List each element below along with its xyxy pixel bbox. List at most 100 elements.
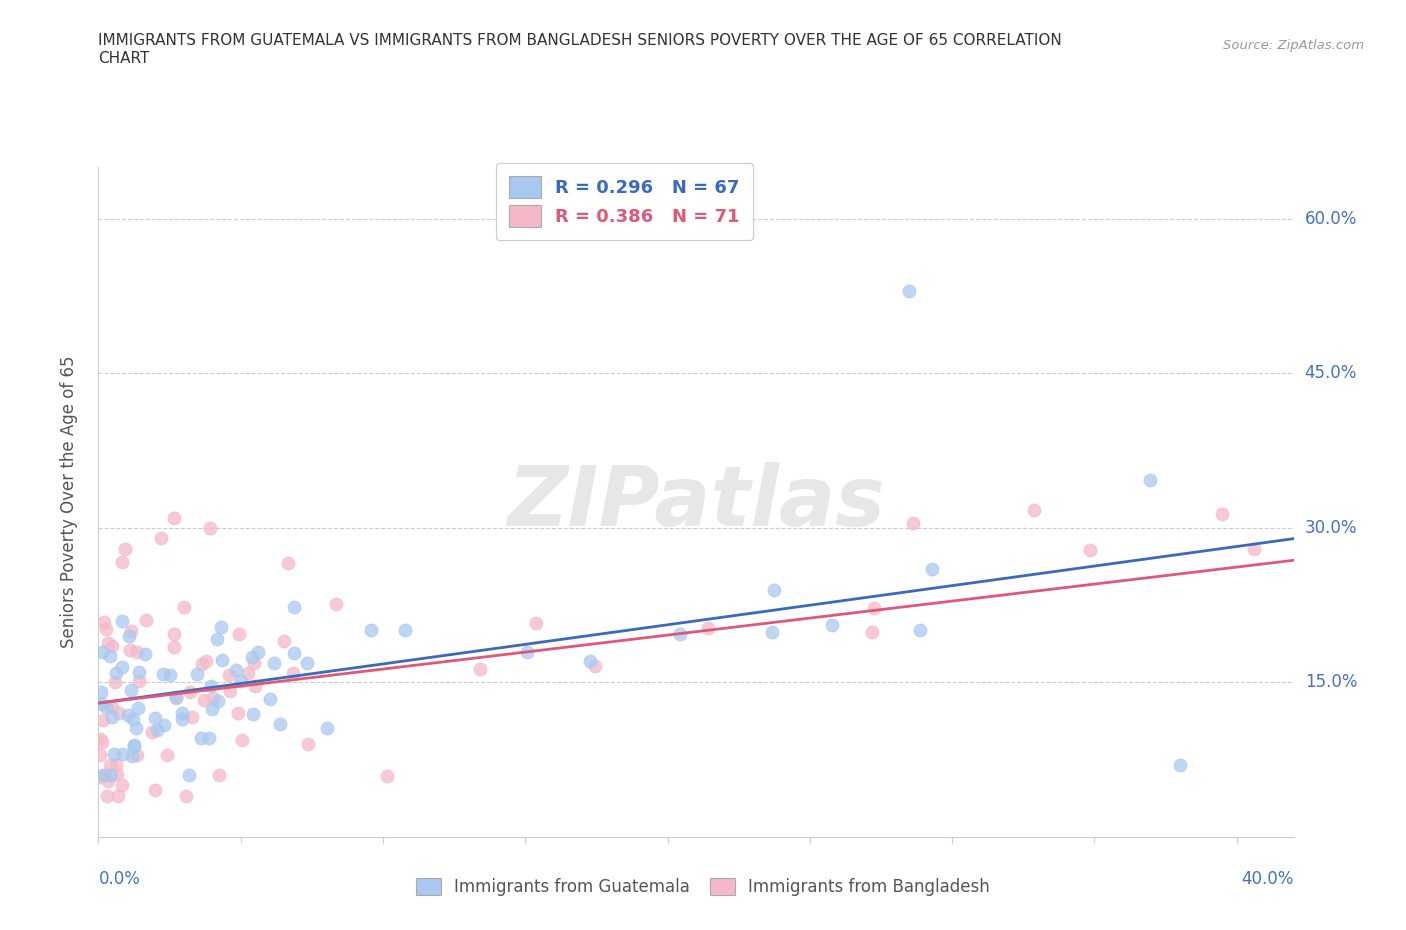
Point [170,711,193,726]
Point [107,705,129,720]
Point [316,721,339,736]
Text: IMMIGRANTS FROM GUATEMALA VS IMMIGRANTS FROM BANGLADESH SENIORS POVERTY OVER THE: IMMIGRANTS FROM GUATEMALA VS IMMIGRANTS … [98,33,1062,47]
Point [194,654,217,669]
Text: 15.0%: 15.0% [1305,673,1357,692]
Point [90,735,112,750]
Point [111,747,134,762]
Point [921,561,943,576]
Point [277,555,299,570]
Text: ZIPatlas: ZIPatlas [508,461,884,543]
Legend: R = 0.296   N = 67, R = 0.386   N = 71: R = 0.296 N = 67, R = 0.386 N = 71 [496,163,752,240]
Point [283,600,305,615]
Point [821,618,844,633]
Point [89,732,111,747]
Point [101,699,124,714]
Point [163,511,186,525]
Y-axis label: Seniors Poverty Over the Age of 65: Seniors Poverty Over the Age of 65 [59,356,77,648]
Point [104,757,127,772]
Point [143,711,166,725]
Point [128,664,150,679]
Point [121,749,143,764]
Point [89,770,111,785]
Point [90,768,112,783]
Point [179,685,201,700]
Point [697,620,720,635]
Point [860,625,883,640]
Point [128,673,150,688]
Point [107,789,129,804]
Point [127,644,149,659]
Point [269,716,291,731]
Point [165,690,187,705]
Point [238,666,260,681]
Point [218,668,240,683]
Text: 0.0%: 0.0% [98,870,141,888]
Text: CHART: CHART [98,51,150,66]
Point [120,623,142,638]
Point [898,284,921,299]
Point [205,631,228,646]
Point [246,645,269,660]
Point [186,667,208,682]
Point [94,622,117,637]
Point [245,679,267,694]
Point [193,692,215,707]
Point [297,656,319,671]
Point [240,649,263,664]
Point [125,747,148,762]
Point [297,737,319,751]
Point [105,766,128,781]
Point [91,712,114,727]
Point [281,665,304,680]
Point [225,662,247,677]
Point [111,614,134,629]
Point [145,782,167,797]
Point [360,622,382,637]
Point [273,633,295,648]
Point [1022,503,1045,518]
Point [110,555,132,570]
Point [111,659,134,674]
Point [863,601,886,616]
Point [903,515,925,530]
Point [231,733,253,748]
Point [118,629,141,644]
Point [96,774,118,789]
Point [94,699,117,714]
Point [198,521,221,536]
Point [325,597,347,612]
Text: 60.0%: 60.0% [1305,210,1357,228]
Point [111,778,134,793]
Point [208,768,231,783]
Point [170,705,193,720]
Point [122,711,145,726]
Point [1168,757,1191,772]
Point [101,639,124,654]
Point [118,643,141,658]
Point [91,644,114,659]
Point [103,747,125,762]
Point [669,627,692,642]
Point [145,723,167,737]
Point [761,625,783,640]
Point [242,707,264,722]
Point [104,665,127,680]
Point [190,730,212,745]
Point [104,674,127,689]
Point [125,721,148,736]
Point [101,710,124,724]
Point [198,731,221,746]
Point [152,667,174,682]
Point [90,684,112,699]
Text: 30.0%: 30.0% [1305,519,1357,537]
Point [524,616,547,631]
Point [578,654,600,669]
Point [375,768,398,783]
Point [141,724,163,739]
Point [120,683,142,698]
Point [122,738,145,753]
Point [207,694,229,709]
Point [226,705,249,720]
Text: 40.0%: 40.0% [1241,870,1294,888]
Point [201,701,224,716]
